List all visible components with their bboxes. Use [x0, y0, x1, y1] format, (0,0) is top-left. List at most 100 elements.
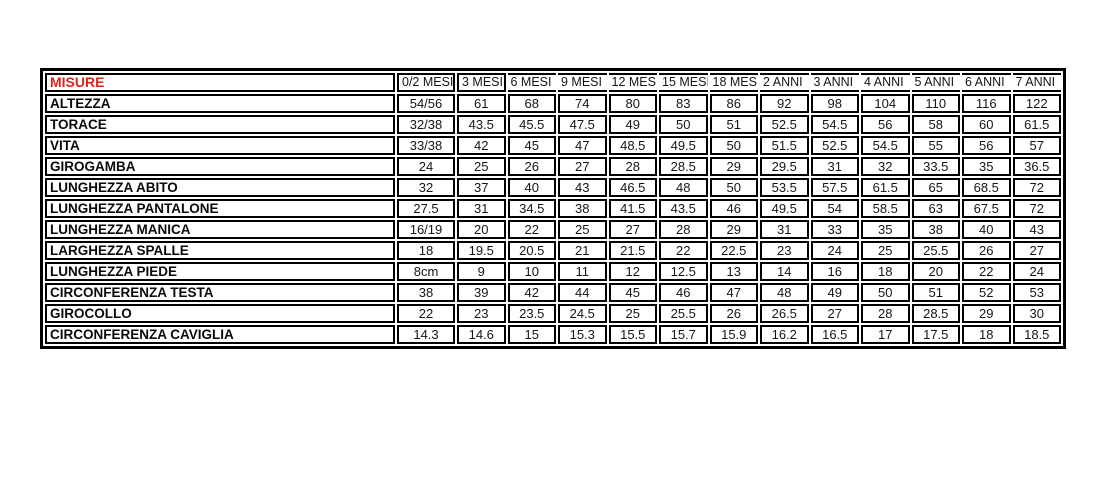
value-cell: 18 — [861, 262, 910, 281]
value-cell: 9 — [457, 262, 506, 281]
value-cell: 49 — [608, 115, 657, 134]
value-cell: 25 — [608, 304, 657, 323]
value-cell: 14.6 — [457, 325, 506, 344]
value-cell: 20.5 — [507, 241, 556, 260]
value-cell: 27.5 — [397, 199, 455, 218]
value-cell: 52 — [962, 283, 1011, 302]
value-cell: 45.5 — [507, 115, 556, 134]
value-cell: 48 — [760, 283, 809, 302]
value-cell: 49.5 — [760, 199, 809, 218]
value-cell: 58 — [911, 115, 960, 134]
column-header-9: 3 ANNI — [810, 73, 859, 92]
table-body: ALTEZZA 54/56 61 68 74 80 83 86 92 98 104 110 116 122… — [45, 94, 1061, 344]
value-cell: 47 — [709, 283, 758, 302]
value-cell: 68 — [507, 94, 556, 113]
value-cell: 63 — [911, 199, 960, 218]
value-cell: 23 — [457, 304, 506, 323]
value-cell: 50 — [659, 115, 708, 134]
table-row: LUNGHEZZA PANTALONE 27.5 31 34.5 38 41.5 43.5 4… — [45, 199, 1061, 218]
row-label: GIROCOLLO — [45, 304, 395, 323]
value-cell: 53.5 — [760, 178, 809, 197]
value-cell: 51 — [709, 115, 758, 134]
value-cell: 40 — [507, 178, 556, 197]
header-row: MISURE 0/2 MESI 3 MESI 6 MESI 9 MESI 12 MESI… — [45, 73, 1061, 92]
column-header-12: 6 ANNI — [962, 73, 1011, 92]
value-cell: 27 — [810, 304, 859, 323]
value-cell: 25.5 — [911, 241, 960, 260]
value-cell: 15.7 — [659, 325, 708, 344]
size-chart-table: MISURE 0/2 MESI 3 MESI 6 MESI 9 MESI 12 MESI… — [40, 68, 1066, 349]
value-cell: 33/38 — [397, 136, 455, 155]
table-row: LUNGHEZZA PIEDE 8cm 9 10 11 12 12.5 13 14 16 18 20 2… — [45, 262, 1061, 281]
row-label: TORACE — [45, 115, 395, 134]
value-cell: 50 — [709, 136, 758, 155]
value-cell: 33 — [810, 220, 859, 239]
value-cell: 110 — [911, 94, 960, 113]
value-cell: 43.5 — [659, 199, 708, 218]
value-cell: 47 — [558, 136, 607, 155]
value-cell: 58.5 — [861, 199, 910, 218]
value-cell: 29 — [709, 220, 758, 239]
value-cell: 26 — [709, 304, 758, 323]
value-cell: 25 — [457, 157, 506, 176]
value-cell: 27 — [1012, 241, 1061, 260]
column-header-5: 12 MESI — [608, 73, 657, 92]
value-cell: 43.5 — [457, 115, 506, 134]
value-cell: 43 — [558, 178, 607, 197]
value-cell: 47.5 — [558, 115, 607, 134]
column-header-6: 15 MESI — [659, 73, 708, 92]
value-cell: 39 — [457, 283, 506, 302]
row-label: LARGHEZZA SPALLE — [45, 241, 395, 260]
value-cell: 18 — [962, 325, 1011, 344]
value-cell: 52.5 — [760, 115, 809, 134]
column-header-4: 9 MESI — [558, 73, 607, 92]
value-cell: 18 — [397, 241, 455, 260]
value-cell: 27 — [608, 220, 657, 239]
value-cell: 33.5 — [911, 157, 960, 176]
value-cell: 67.5 — [962, 199, 1011, 218]
value-cell: 51.5 — [760, 136, 809, 155]
value-cell: 65 — [911, 178, 960, 197]
value-cell: 29 — [962, 304, 1011, 323]
value-cell: 37 — [457, 178, 506, 197]
value-cell: 98 — [810, 94, 859, 113]
value-cell: 28.5 — [659, 157, 708, 176]
value-cell: 61.5 — [1012, 115, 1061, 134]
value-cell: 19.5 — [457, 241, 506, 260]
value-cell: 28 — [861, 304, 910, 323]
value-cell: 42 — [507, 283, 556, 302]
value-cell: 15 — [507, 325, 556, 344]
row-label: LUNGHEZZA MANICA — [45, 220, 395, 239]
value-cell: 12 — [608, 262, 657, 281]
value-cell: 16/19 — [397, 220, 455, 239]
value-cell: 72 — [1012, 178, 1061, 197]
value-cell: 54/56 — [397, 94, 455, 113]
column-header-11: 5 ANNI — [911, 73, 960, 92]
value-cell: 56 — [962, 136, 1011, 155]
value-cell: 22 — [962, 262, 1011, 281]
value-cell: 42 — [457, 136, 506, 155]
value-cell: 50 — [861, 283, 910, 302]
value-cell: 46 — [659, 283, 708, 302]
value-cell: 23.5 — [507, 304, 556, 323]
value-cell: 46 — [709, 199, 758, 218]
value-cell: 104 — [861, 94, 910, 113]
table-title: MISURE — [45, 73, 395, 92]
value-cell: 13 — [709, 262, 758, 281]
column-header-8: 2 ANNI — [760, 73, 809, 92]
table-row: LUNGHEZZA MANICA 16/19 20 22 25 27 28 29 31 33 35 3… — [45, 220, 1061, 239]
table-row: TORACE 32/38 43.5 45.5 47.5 49 50 51 52.5 54.5 56 5… — [45, 115, 1061, 134]
value-cell: 25 — [861, 241, 910, 260]
value-cell: 41.5 — [608, 199, 657, 218]
value-cell: 44 — [558, 283, 607, 302]
value-cell: 60 — [962, 115, 1011, 134]
value-cell: 61 — [457, 94, 506, 113]
value-cell: 8cm — [397, 262, 455, 281]
table-row: GIROGAMBA 24 25 26 27 28 28.5 29 29.5 31 32 33.5 35 3… — [45, 157, 1061, 176]
value-cell: 17 — [861, 325, 910, 344]
value-cell: 50 — [709, 178, 758, 197]
value-cell: 15.9 — [709, 325, 758, 344]
value-cell: 46.5 — [608, 178, 657, 197]
value-cell: 22.5 — [709, 241, 758, 260]
value-cell: 15.3 — [558, 325, 607, 344]
